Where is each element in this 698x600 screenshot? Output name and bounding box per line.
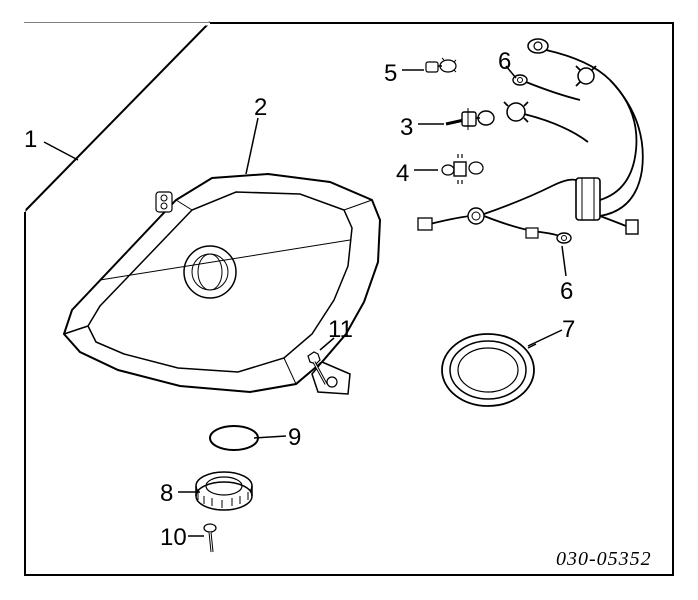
callout-10: 10 [160, 524, 187, 552]
callout-8: 8 [160, 480, 173, 508]
callout-5: 5 [384, 60, 397, 88]
callout-11: 11 [328, 316, 353, 344]
callout-6b: 6 [560, 278, 573, 306]
callout-4: 4 [396, 160, 409, 188]
callout-2: 2 [254, 94, 267, 122]
callout-1: 1 [24, 126, 37, 154]
diagram-frame [24, 22, 674, 576]
reference-number: 030-05352 [556, 548, 652, 571]
callout-3: 3 [400, 114, 413, 142]
callout-6a: 6 [498, 48, 511, 76]
callout-7: 7 [562, 316, 575, 344]
callout-9: 9 [288, 424, 301, 452]
